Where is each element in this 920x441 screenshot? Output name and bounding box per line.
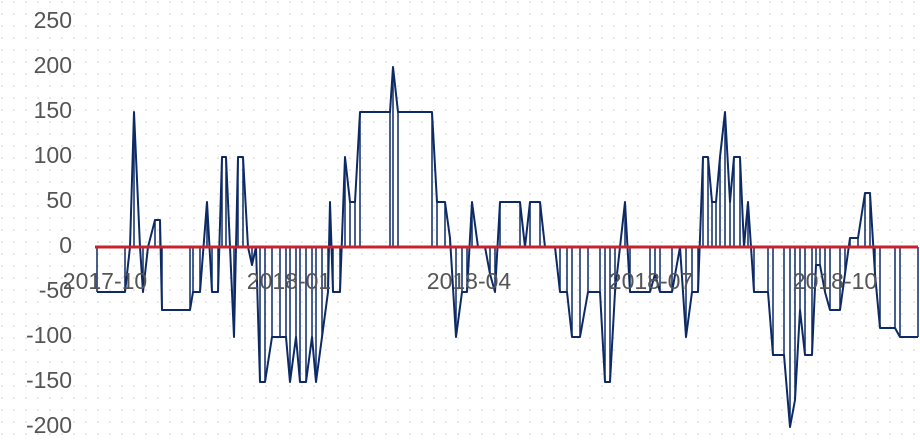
x-tick-label: 2018-01 [247,268,331,294]
y-tick-label: 0 [59,232,72,258]
y-tick-label: -100 [26,322,72,348]
y-tick-label: 200 [34,52,72,78]
y-tick-label: 150 [34,97,72,123]
x-tick-label: 2018-10 [793,268,877,294]
y-tick-label: -50 [39,277,72,303]
y-tick-label: 250 [34,7,72,33]
x-tick-label: 2018-04 [427,268,512,294]
y-tick-label: -150 [26,367,72,393]
x-tick-label: 2018-07 [609,268,693,294]
y-tick-label: 50 [46,187,72,213]
y-tick-label: 100 [34,142,72,168]
x-tick-label: 2017-10 [63,268,147,294]
y-tick-label: -200 [26,412,72,438]
data-line [97,66,918,428]
